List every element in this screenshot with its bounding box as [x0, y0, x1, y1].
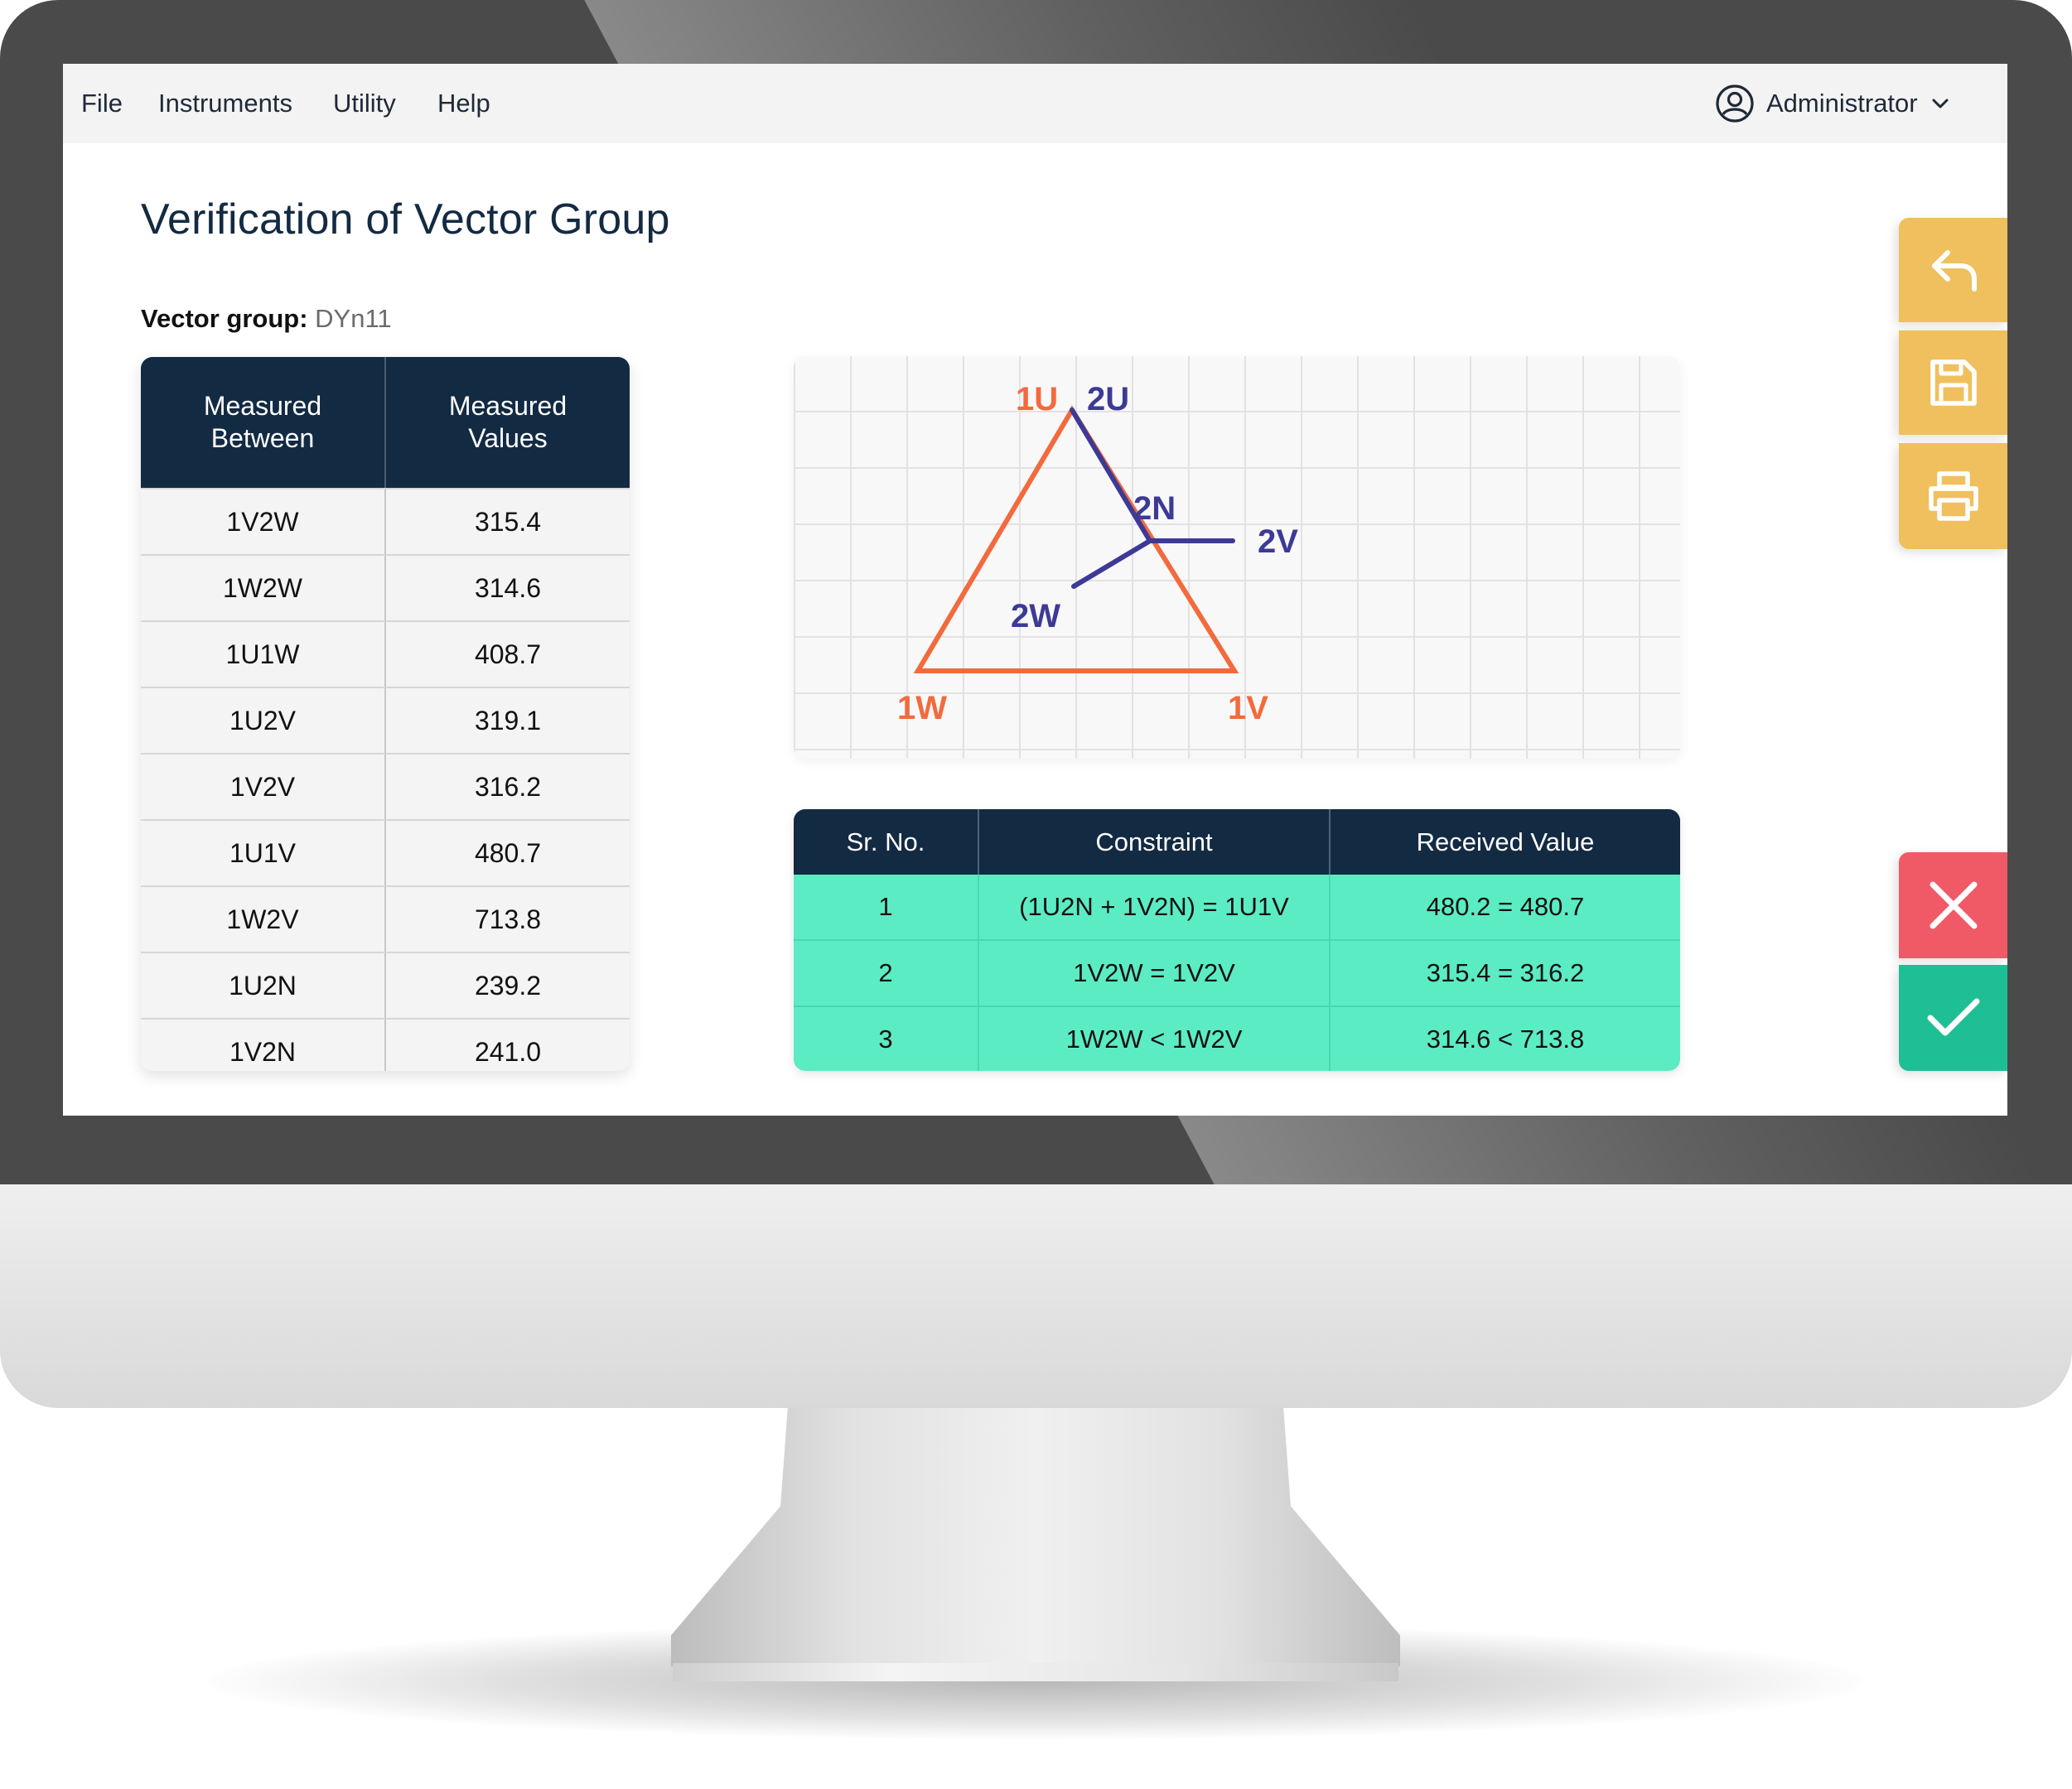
measured-value-cell: 314.6: [474, 572, 542, 603]
table-row: 1U2N 239.2: [141, 952, 630, 1018]
cancel-button[interactable]: [1899, 852, 2007, 958]
measured-between-cell: 1V2W: [141, 489, 386, 554]
vector-group-label: Vector group:: [141, 304, 308, 333]
chevron-down-icon: [1932, 99, 1949, 108]
label-2n: 2N: [1133, 490, 1176, 527]
measured-between-cell: 1U2N: [141, 953, 386, 1018]
measured-value-cell: 713.8: [474, 904, 542, 934]
table-row: 1W2W 314.6: [141, 554, 630, 620]
monitor-chin: [0, 1184, 2072, 1408]
label-2w: 2W: [1011, 598, 1060, 634]
app-screen: File Instruments Utility Help Administra…: [63, 64, 2007, 1116]
constraints-table-header: Sr. No. Constraint Received Value: [794, 809, 1680, 875]
table-row: 2 1V2W = 1V2V 315.4 = 316.2: [794, 939, 1680, 1005]
save-button[interactable]: [1899, 330, 2007, 435]
label-2u: 2U: [1087, 381, 1129, 417]
monitor-stand-neck: [671, 1408, 1400, 1666]
measured-between-cell: 1U1W: [141, 622, 386, 687]
measured-between-cell: 1W2W: [141, 556, 386, 620]
star-arm-2w: [1071, 538, 1152, 589]
menu-file[interactable]: File: [81, 89, 123, 118]
print-button[interactable]: [1899, 443, 2007, 549]
monitor-stand: [671, 1408, 1400, 1666]
table-row: 1U1V 480.7: [141, 819, 630, 885]
measured-value-cell: 239.2: [474, 970, 542, 1001]
measured-between-cell: 1U1V: [141, 821, 386, 885]
table-row: 1V2N 241.0: [141, 1018, 630, 1071]
measured-value-cell: 480.7: [474, 837, 542, 868]
printer-icon: [1928, 471, 1978, 521]
received-value-cell: 315.4 = 316.2: [1426, 958, 1585, 987]
label-1u: 1U: [1016, 381, 1058, 417]
vector-diagram-svg: 1U 2U 2N 2V 2W 1W 1V: [897, 381, 1298, 726]
menu-bar: File Instruments Utility Help Administra…: [63, 64, 2007, 143]
sr-no-cell: 3: [794, 1007, 979, 1071]
constraint-cell: (1U2N + 1V2N) = 1U1V: [979, 875, 1331, 939]
measured-between-cell: 1U2V: [141, 688, 386, 753]
measured-value-cell: 241.0: [474, 1036, 542, 1067]
received-value-cell: 314.6 < 713.8: [1426, 1025, 1585, 1054]
monitor-stand-foot: [673, 1663, 1398, 1681]
received-value-cell: 480.2 = 480.7: [1426, 892, 1585, 921]
header-constraint: Constraint: [979, 809, 1331, 875]
user-name: Administrator: [1766, 89, 1918, 118]
checkmark-icon: [1927, 998, 1979, 1036]
table-row: 1U2V 319.1: [141, 687, 630, 753]
header-sr-no: Sr. No.: [794, 809, 979, 875]
measured-between-cell: 1V2N: [141, 1020, 386, 1071]
user-circle-icon: [1716, 84, 1754, 123]
header-received-value: Received Value: [1416, 827, 1595, 856]
confirm-button[interactable]: [1899, 965, 2007, 1071]
user-menu[interactable]: Administrator: [1715, 82, 1951, 125]
menu-help[interactable]: Help: [437, 89, 490, 118]
table-row: 1V2V 316.2: [141, 753, 630, 819]
constraints-table: Sr. No. Constraint Received Value 1 (1U2…: [794, 809, 1680, 1071]
menu-utility[interactable]: Utility: [333, 89, 396, 118]
sr-no-cell: 2: [794, 941, 979, 1005]
back-button[interactable]: [1899, 218, 2007, 322]
table-row: 1 (1U2N + 1V2N) = 1U1V 480.2 = 480.7: [794, 875, 1680, 939]
star-arm-2u: [1070, 407, 1152, 543]
save-icon: [1930, 359, 1977, 406]
table-row: 3 1W2W < 1W2V 314.6 < 713.8: [794, 1005, 1680, 1071]
sr-no-cell: 1: [794, 875, 979, 939]
measured-values-table: Measured Between Measured Values 1V2W 31…: [141, 357, 630, 1071]
vector-group-line: Vector group: DYn11: [141, 304, 392, 334]
measured-between-cell: 1W2V: [141, 887, 386, 952]
menu-instruments[interactable]: Instruments: [158, 89, 292, 118]
vector-group-value: DYn11: [315, 304, 392, 333]
close-icon: [1930, 881, 1977, 929]
header-measured-values: Measured Values: [448, 391, 568, 453]
label-2v: 2V: [1258, 523, 1298, 560]
table-row: 1V2W 315.4: [141, 488, 630, 554]
vector-diagram: 1U 2U 2N 2V 2W 1W 1V: [794, 356, 1680, 759]
table-row: 1U1W 408.7: [141, 620, 630, 687]
label-1v: 1V: [1228, 690, 1268, 726]
measured-value-cell: 315.4: [474, 506, 542, 537]
measured-value-cell: 319.1: [474, 705, 542, 735]
table-row: 1W2V 713.8: [141, 885, 630, 952]
measured-value-cell: 316.2: [474, 771, 542, 802]
measured-between-cell: 1V2V: [141, 755, 386, 819]
label-1w: 1W: [897, 690, 947, 726]
constraint-cell: 1W2W < 1W2V: [979, 1007, 1331, 1071]
measured-value-cell: 408.7: [474, 639, 542, 669]
undo-arrow-icon: [1931, 250, 1977, 292]
page-title: Verification of Vector Group: [141, 195, 670, 244]
constraint-cell: 1V2W = 1V2V: [979, 941, 1331, 1005]
measured-table-header: Measured Between Measured Values: [141, 357, 630, 488]
header-measured-between: Measured Between: [141, 357, 386, 488]
